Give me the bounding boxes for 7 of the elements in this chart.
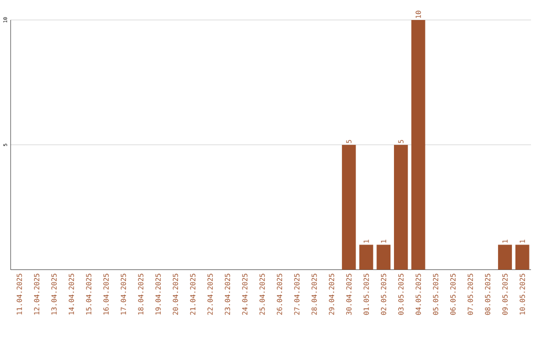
- bar: [342, 145, 356, 270]
- bar: [411, 20, 426, 270]
- bar: [394, 145, 408, 270]
- bar: [498, 244, 512, 270]
- bar: [359, 244, 374, 270]
- bar: [376, 244, 391, 270]
- bar: [515, 244, 530, 270]
